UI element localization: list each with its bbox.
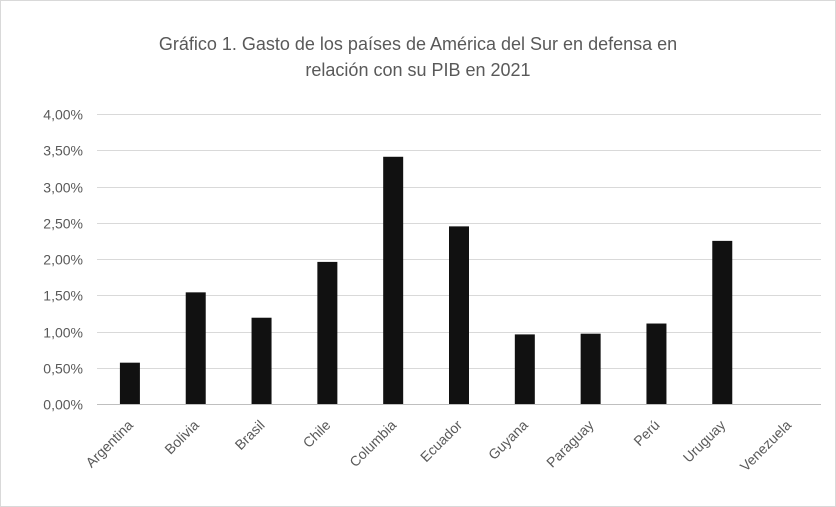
- chart-title-line-1: Gráfico 1. Gasto de los países de Améric…: [158, 34, 678, 54]
- bar: [580, 333, 601, 404]
- bar: [514, 334, 535, 404]
- x-tick-label: Brasil: [232, 417, 268, 453]
- bar: [185, 292, 206, 404]
- y-tick-label: 2,50%: [43, 216, 83, 232]
- y-tick-label: 1,50%: [43, 288, 83, 304]
- y-tick-label: 1,00%: [43, 325, 83, 341]
- y-tick-label: 3,00%: [43, 180, 83, 196]
- x-tick-label: Columbia: [346, 417, 399, 470]
- y-tick-label: 4,00%: [43, 107, 83, 123]
- x-tick-label: Chile: [300, 417, 334, 451]
- x-tick-label: Ecuador: [417, 417, 465, 465]
- x-tick-label: Paraguay: [543, 417, 597, 471]
- x-tick-label: Guyana: [485, 417, 531, 463]
- bar: [317, 261, 338, 404]
- y-tick-label: 0,50%: [43, 361, 83, 377]
- bar: [449, 226, 469, 404]
- bar: [383, 156, 404, 404]
- x-tick-label: Argentina: [82, 417, 136, 471]
- y-tick-label: 2,00%: [43, 252, 83, 268]
- bar: [251, 317, 272, 404]
- x-tick-label: Uruguay: [680, 417, 729, 466]
- y-tick-label: 3,50%: [43, 143, 83, 159]
- bar: [119, 362, 140, 404]
- y-tick-label: 0,00%: [43, 397, 83, 413]
- chart-title-line-2: relación con su PIB en 2021: [305, 60, 531, 80]
- bar: [646, 323, 667, 404]
- x-tick-label: Perú: [630, 417, 662, 449]
- bar: [712, 240, 733, 404]
- chart-title: Gráfico 1. Gasto de los países de Améric…: [1, 31, 835, 83]
- x-tick-label: Bolivia: [161, 417, 202, 458]
- x-tick-label: Venezuela: [737, 417, 795, 475]
